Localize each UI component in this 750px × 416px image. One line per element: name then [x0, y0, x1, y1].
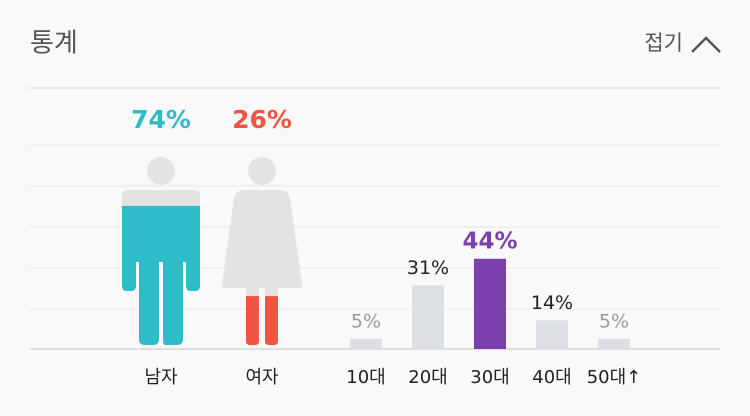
category-label: 50대↑ — [587, 367, 642, 388]
category-label: 10대 — [346, 367, 385, 388]
chevron-up-icon[interactable] — [691, 36, 721, 53]
percent-label: 26% — [232, 105, 292, 134]
toggle-label[interactable]: 접기 — [644, 31, 683, 55]
bar-value-label: 44% — [462, 228, 517, 254]
percent-label: 74% — [131, 105, 191, 134]
bar-value-label: 14% — [531, 292, 573, 314]
category-label: 30대 — [470, 367, 509, 388]
category-label: 남자 — [144, 367, 178, 388]
bar-value-label: 5% — [351, 310, 381, 332]
bar-value-label: 31% — [407, 257, 449, 279]
bar — [536, 320, 568, 349]
category-label: 여자 — [245, 367, 279, 388]
category-label: 20대 — [408, 367, 447, 388]
category-label: 40대 — [532, 367, 571, 388]
bar — [474, 258, 506, 349]
panel-title: 통계 — [30, 29, 78, 59]
bar-value-label: 5% — [599, 310, 629, 332]
bar — [412, 285, 444, 349]
bar — [350, 338, 382, 349]
bar — [598, 338, 630, 349]
collapse-toggle[interactable]: 접기 — [644, 31, 721, 55]
